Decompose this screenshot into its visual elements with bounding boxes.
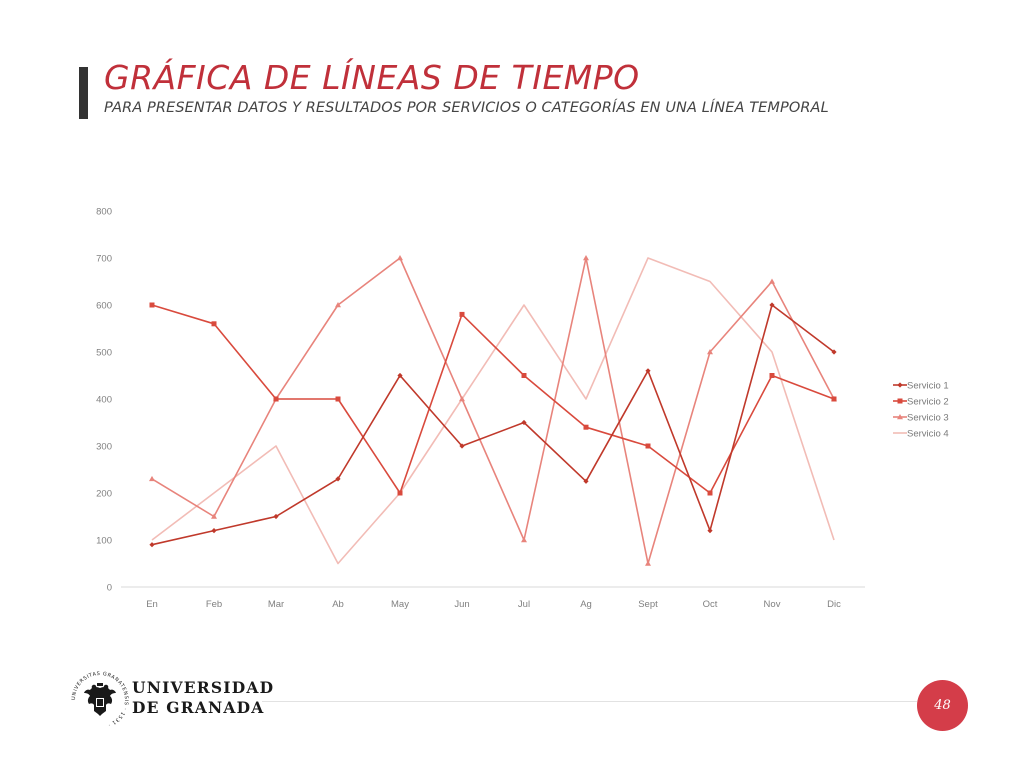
y-tick-label: 600: [96, 301, 112, 312]
legend-marker: [897, 382, 903, 388]
data-point: [211, 528, 217, 534]
data-point: [211, 321, 217, 327]
data-point: [273, 513, 279, 520]
data-point: [583, 255, 589, 261]
university-name-line1: UNIVERSIDAD: [132, 678, 275, 697]
y-tick-label: 100: [96, 536, 112, 547]
y-tick-label: 400: [96, 395, 112, 406]
chart-legend: Servicio 1 Servicio 2 Servicio 3 Servicio 4: [893, 381, 949, 440]
legend-item: Servicio 1: [893, 381, 949, 392]
y-tick-label: 300: [96, 442, 112, 453]
data-point: [769, 278, 775, 284]
y-tick-label: 800: [96, 207, 112, 218]
data-point: [769, 373, 775, 378]
data-point: [831, 396, 837, 402]
data-point: [335, 302, 341, 308]
page-number-badge: 48: [917, 680, 968, 731]
data-point: [645, 368, 651, 374]
data-point: [149, 542, 155, 548]
x-tick-label: Ab: [332, 599, 344, 610]
legend-item: Servicio 3: [893, 413, 949, 424]
y-tick-label: 500: [96, 348, 112, 359]
data-point: [707, 490, 713, 496]
data-point: [397, 372, 403, 379]
university-name-line2: DE GRANADA: [132, 698, 265, 717]
data-point: [211, 513, 217, 519]
x-tick-label: Nov: [764, 599, 781, 610]
title-accent-bar: [79, 67, 88, 119]
legend-label: Servicio 2: [907, 397, 949, 408]
data-point: [335, 476, 341, 482]
university-crest-icon: UNIVERSITAS GRANATENSIS · 1531 ·: [71, 671, 129, 728]
data-point: [583, 424, 589, 430]
series-line: [151, 257, 835, 565]
y-tick-label: 0: [107, 583, 112, 594]
series-line: [151, 304, 835, 494]
legend-item: Servicio 4: [893, 429, 949, 440]
legend-label: Servicio 3: [907, 413, 949, 424]
series-3: [149, 255, 837, 566]
data-point: [769, 302, 775, 308]
legend-marker: [897, 398, 903, 404]
legend-label: Servicio 1: [907, 381, 949, 392]
y-axis-ticks: 0 100 200 300 400 500 600 700 800: [96, 207, 112, 594]
data-point: [707, 349, 713, 355]
data-point: [521, 373, 527, 378]
data-point: [273, 396, 279, 402]
legend-label: Servicio 4: [907, 429, 949, 440]
data-point: [397, 255, 403, 261]
data-point: [335, 396, 341, 402]
y-tick-label: 200: [96, 489, 112, 500]
data-point: [149, 475, 155, 482]
series-line: [151, 257, 835, 565]
data-point: [707, 528, 713, 534]
x-tick-label: Jul: [518, 599, 530, 610]
x-tick-label: Ag: [580, 599, 592, 610]
series-1: [149, 302, 837, 548]
x-tick-label: Feb: [206, 599, 222, 610]
series-2: [149, 302, 837, 496]
data-point: [645, 443, 651, 449]
x-tick-label: En: [146, 599, 158, 610]
x-tick-label: Jun: [454, 599, 469, 610]
y-tick-label: 700: [96, 254, 112, 265]
data-point: [521, 419, 527, 426]
x-tick-label: Mar: [268, 599, 284, 610]
data-point: [459, 311, 465, 317]
x-tick-label: Dic: [827, 599, 841, 610]
legend-marker: [897, 414, 903, 420]
legend-item: Servicio 2: [893, 397, 949, 408]
x-tick-label: Sept: [638, 599, 658, 610]
data-point: [645, 560, 651, 566]
data-point: [521, 537, 527, 543]
data-point: [459, 443, 465, 449]
data-point: [149, 302, 155, 308]
series-line: [151, 304, 835, 546]
series-4: [151, 257, 835, 565]
data-point: [397, 490, 403, 496]
university-name: UNIVERSIDAD DE GRANADA: [132, 678, 274, 718]
chart-series: [149, 255, 837, 566]
footer-divider: [262, 701, 917, 702]
slide-subtitle: PARA PRESENTAR DATOS Y RESULTADOS POR SE…: [104, 100, 829, 116]
x-axis-ticks: En Feb Mar Ab May Jun Jul Ag Sept Oct Nov Dic: [146, 599, 841, 610]
data-point: [459, 396, 465, 402]
data-point: [831, 349, 837, 355]
data-point: [583, 478, 589, 484]
x-tick-label: May: [391, 599, 409, 610]
slide-title: GRÁFICA DE LÍNEAS DE TIEMPO: [104, 58, 640, 97]
x-tick-label: Oct: [703, 599, 718, 610]
